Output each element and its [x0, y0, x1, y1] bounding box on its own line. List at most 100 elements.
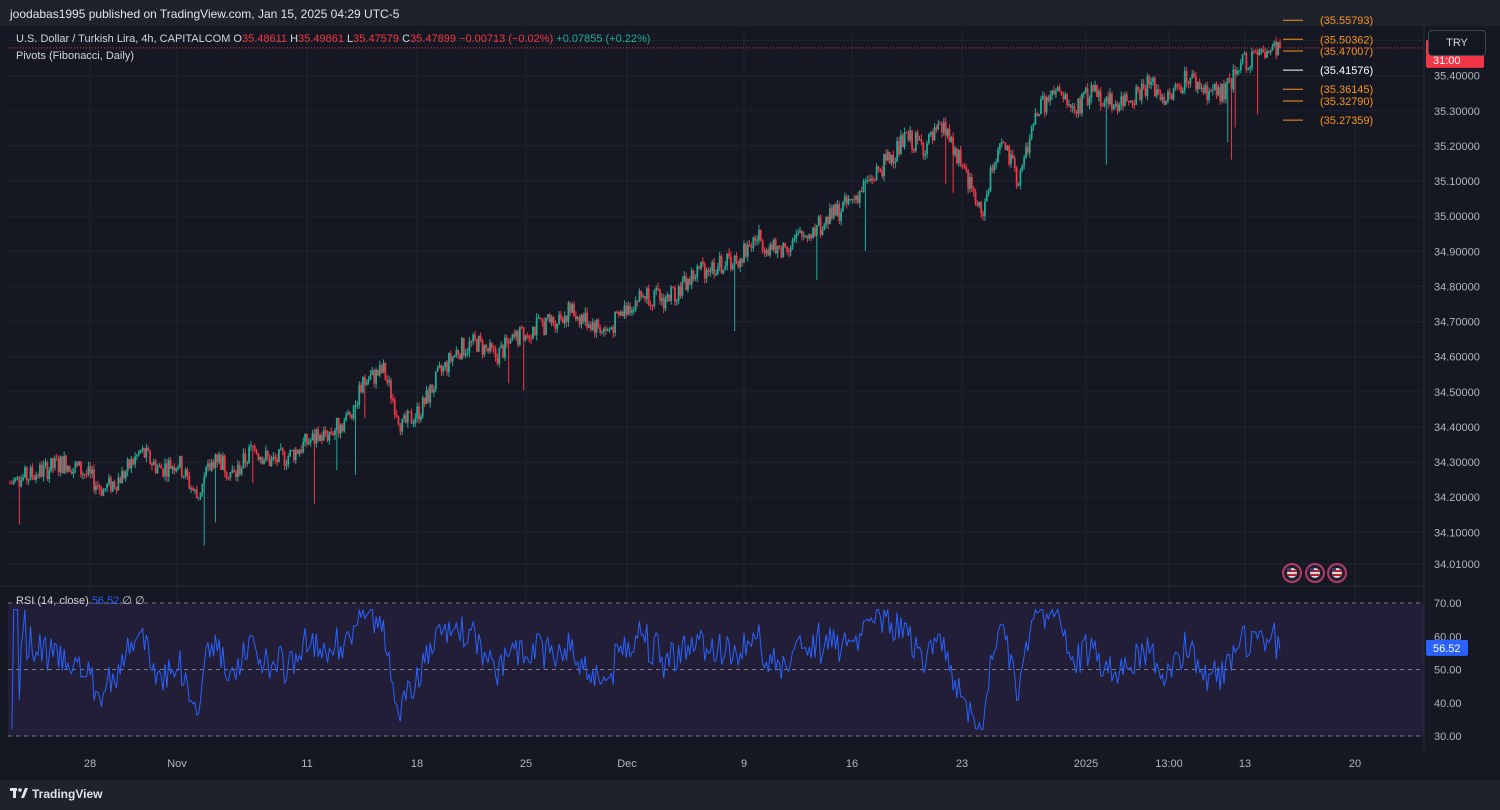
candle-body	[476, 339, 478, 352]
candle-body	[621, 311, 624, 317]
candle-body	[451, 357, 454, 362]
candle-body	[1241, 54, 1244, 64]
candle-body	[193, 489, 196, 491]
candle-body	[939, 123, 941, 125]
us-flag-icon-stripe	[1332, 570, 1342, 572]
candle-body	[1058, 87, 1061, 91]
candle-body	[132, 459, 135, 465]
price-tick: 34.50000	[1434, 387, 1480, 399]
candle-body	[414, 417, 417, 424]
candle-body	[182, 476, 185, 478]
candle-body	[18, 476, 21, 487]
candle-body	[515, 331, 518, 337]
pivot-label: (35.47007)	[1320, 46, 1373, 58]
candle-body	[914, 132, 917, 151]
candle-body	[941, 123, 943, 133]
candle-body	[744, 243, 747, 257]
candle-body	[828, 207, 831, 224]
candle-body	[147, 447, 150, 451]
candle-body	[843, 196, 846, 203]
candle-body	[139, 450, 142, 452]
candle-body	[537, 317, 540, 319]
candle-body	[268, 456, 271, 466]
candle-body	[687, 278, 689, 291]
us-flag-icon-canton	[1332, 568, 1336, 571]
candle-body	[326, 434, 329, 441]
candle-body	[242, 453, 245, 469]
candle-body	[756, 240, 758, 242]
candle-body	[642, 295, 645, 297]
candle-body	[789, 247, 792, 253]
candle-body	[220, 454, 222, 470]
candle-body	[993, 164, 996, 171]
candle-body	[1025, 146, 1027, 159]
candle-body	[472, 334, 475, 342]
candle-body	[638, 291, 641, 302]
candle-body	[442, 366, 445, 372]
candle-body	[1109, 93, 1111, 104]
candle-body	[606, 330, 609, 332]
candle-body	[593, 322, 596, 333]
candle-body	[490, 342, 493, 348]
currency-button[interactable]: TRY	[1428, 30, 1486, 56]
candle-body	[80, 461, 82, 475]
candle-body	[175, 468, 178, 471]
candle-body	[520, 327, 523, 329]
candle-body	[976, 204, 979, 206]
candle-body	[1068, 104, 1070, 106]
candle-body	[489, 342, 491, 352]
candle-body	[481, 339, 484, 355]
candle-body	[137, 451, 140, 455]
candle-body	[9, 483, 11, 485]
candle-body	[425, 390, 428, 405]
candle-body	[1181, 90, 1184, 93]
candle-body	[212, 461, 215, 468]
symbol-name: U.S. Dollar / Turkish Lira, 4h, CAPITALC…	[16, 33, 231, 45]
candle-body	[870, 178, 872, 181]
candle-body	[222, 455, 224, 470]
candle-body	[1273, 41, 1276, 47]
candle-body	[733, 255, 736, 265]
candle-body	[369, 375, 372, 380]
candle-body	[832, 204, 835, 219]
candle-body	[1062, 95, 1065, 99]
indicator-legend[interactable]: Pivots (Fibonacci, Daily)	[16, 50, 134, 62]
candle-body	[696, 266, 699, 278]
us-flag-icon-stripe	[1310, 570, 1320, 572]
candle-body	[1211, 89, 1214, 92]
candle-body	[393, 399, 396, 415]
candle-body	[1238, 70, 1240, 72]
candle-body	[108, 477, 110, 485]
candle-body	[371, 370, 374, 376]
candle-body	[673, 287, 676, 302]
candle-body	[989, 167, 992, 191]
candle-body	[603, 328, 605, 332]
last-price-countdown: 31:00	[1433, 55, 1461, 67]
pivot-label: (35.27359)	[1320, 115, 1373, 127]
candle-body	[793, 238, 796, 241]
candle-body	[868, 179, 871, 181]
candle-body	[765, 249, 768, 254]
candle-body	[1198, 81, 1201, 89]
candle-body	[955, 148, 958, 163]
candle-body	[838, 204, 841, 221]
candle-body	[1094, 85, 1097, 92]
candle-body	[328, 431, 331, 441]
candle-body	[526, 335, 529, 337]
candle-body	[713, 262, 716, 275]
candle-body	[705, 269, 708, 279]
open-value: 35.48611	[241, 33, 288, 45]
candle-body	[203, 476, 206, 484]
candle-body	[154, 461, 157, 473]
candle-body	[483, 344, 486, 355]
candle-body	[1180, 86, 1182, 93]
time-axis: 28 Nov 11 18 25 Dec 9 16 23 2025 13:00 13 20	[84, 758, 1361, 770]
candle-body	[171, 466, 174, 469]
rsi-legend[interactable]: RSI (14, close) 56.52 ∅ ∅	[16, 594, 145, 607]
candle-body	[894, 161, 897, 164]
candle-body	[429, 385, 432, 403]
candle-body	[1217, 87, 1220, 96]
publisher-bar: joodabas1995 published on TradingView.co…	[0, 0, 1500, 26]
candle-body	[716, 267, 719, 275]
